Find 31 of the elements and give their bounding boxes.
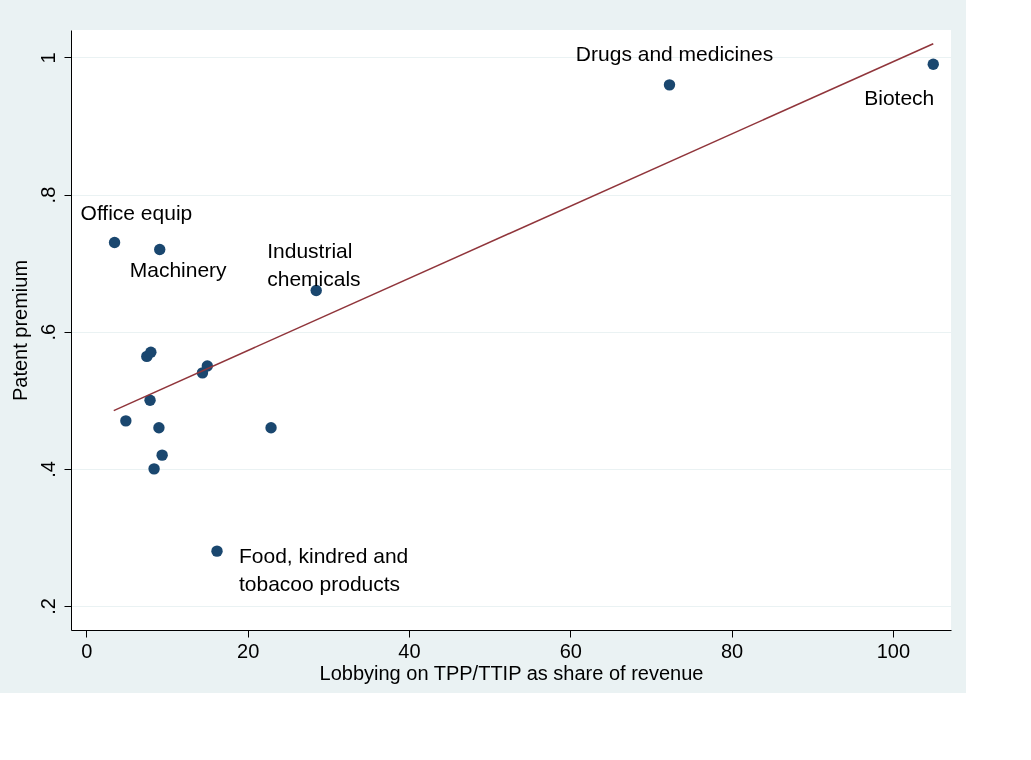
annotation: Office equip: [80, 200, 193, 224]
point: [663, 79, 676, 91]
y-axis-title: Patent premium: [8, 259, 31, 402]
y-tick-label: .4: [36, 461, 59, 478]
y-tick-label: .6: [36, 323, 59, 341]
annotation: Food, kindred and tobacoo products: [238, 544, 409, 596]
point: [144, 394, 156, 406]
x-axis-title: Lobbying on TPP/TTIP as share of revenue: [319, 661, 704, 684]
point: [156, 449, 168, 461]
y-tick-label: 1: [36, 52, 59, 64]
annotation: Biotech: [864, 86, 935, 110]
x-tick-label: 100: [876, 639, 911, 662]
point: [265, 422, 277, 434]
point: [108, 236, 121, 249]
x-tick-label: 40: [398, 639, 421, 662]
x-tick-label: 0: [81, 639, 93, 662]
annotation: Drugs and medicines: [575, 41, 774, 65]
annotation: Industrial chemicals: [267, 238, 361, 290]
point: [211, 545, 223, 557]
x-tick-label: 60: [559, 639, 582, 662]
point: [153, 422, 165, 434]
x-tick-label: 80: [720, 639, 744, 662]
point: [927, 58, 939, 70]
point: [148, 463, 160, 475]
point: [120, 415, 132, 427]
point: [145, 346, 157, 358]
y-tick-label: .8: [36, 186, 59, 204]
x-tick-label: 20: [237, 639, 260, 662]
y-tick-label: .2: [36, 598, 59, 615]
point: [154, 243, 166, 256]
annotation: Machinery: [129, 258, 228, 282]
